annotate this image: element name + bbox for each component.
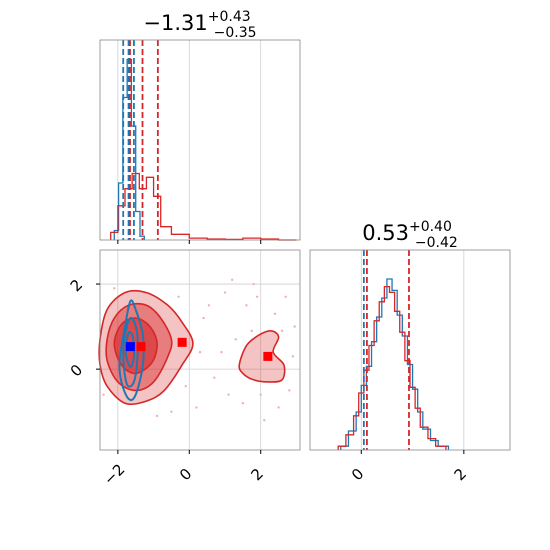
joint-ytick-label: 0 — [67, 361, 86, 380]
scatter-point — [293, 325, 296, 328]
marginal-panel-p1: −1.31+0.43 −0.35 — [99, 9, 301, 244]
p2-hist-series-1 — [337, 285, 447, 450]
scatter-point — [223, 291, 227, 294]
p2-xtick-label: 0 — [348, 465, 367, 484]
p2-title-plus: +0.40 — [409, 219, 452, 235]
joint-xtick-label: −2 — [100, 460, 128, 488]
p2-xtick-label: 2 — [451, 465, 470, 484]
p1-title-plus: +0.43 — [208, 9, 251, 25]
scatter-point — [202, 316, 205, 320]
p1-gridlines — [117, 40, 262, 240]
scatter-point — [288, 389, 291, 392]
p2-title: 0.53+0.40 −0.42 — [362, 219, 458, 251]
p2-gridlines — [360, 250, 465, 450]
scatter-point — [213, 376, 216, 379]
scatter-point — [291, 355, 295, 358]
p1-title-minus: −0.35 — [214, 25, 257, 41]
joint-xtick-label: 2 — [247, 465, 266, 484]
scatter-point — [273, 312, 277, 316]
joint-panel: −2 0 2 0 2 — [67, 249, 301, 489]
scatter-point — [241, 401, 245, 405]
red-contour-island — [238, 330, 286, 383]
p1-histograms — [110, 58, 297, 241]
scatter-point — [234, 338, 237, 341]
marker-square — [263, 351, 273, 361]
scatter-point — [245, 304, 248, 307]
scatter-point — [184, 384, 187, 388]
scatter-point — [277, 406, 280, 409]
p1-title-value: −1.31 — [143, 11, 207, 35]
scatter-point — [280, 329, 284, 333]
joint-gridlines — [100, 250, 300, 450]
scatter-point — [155, 414, 159, 418]
scatter-point — [250, 329, 253, 333]
p2-title-minus: −0.42 — [415, 235, 458, 251]
p2-hist-series-0 — [340, 278, 450, 450]
scatter-point — [198, 350, 202, 354]
p2-frame — [309, 249, 511, 451]
p2-histograms — [337, 278, 450, 450]
scatter-point — [170, 410, 173, 413]
joint-xtick-label: 0 — [176, 465, 195, 484]
scatter-point — [230, 278, 234, 281]
scatter-point — [255, 295, 259, 299]
joint-scatter-points — [102, 278, 296, 422]
marker-square — [125, 342, 135, 352]
scatter-point — [252, 282, 255, 286]
scatter-point — [177, 295, 180, 299]
scatter-point — [220, 350, 223, 354]
scatter-point — [195, 406, 198, 409]
scatter-point — [263, 419, 266, 422]
p2-title-value: 0.53 — [362, 221, 409, 245]
scatter-point — [284, 295, 287, 299]
p1-title: −1.31+0.43 −0.35 — [143, 9, 256, 41]
p1-quantile-lines — [122, 40, 159, 240]
scatter-point — [207, 304, 211, 307]
p1-ticks — [117, 240, 262, 244]
scatter-point — [113, 287, 116, 290]
marker-square — [136, 342, 146, 352]
best-fit-markers — [125, 337, 273, 361]
p1-frame — [99, 39, 301, 241]
joint-ytick-label: 2 — [67, 276, 86, 295]
joint-frame — [99, 249, 301, 451]
p1-hist-series-1 — [110, 172, 297, 241]
scatter-point — [259, 393, 262, 396]
marker-square — [177, 337, 187, 347]
scatter-point — [227, 393, 230, 396]
p2-quantile-lines — [362, 250, 410, 450]
scatter-point — [102, 393, 105, 396]
